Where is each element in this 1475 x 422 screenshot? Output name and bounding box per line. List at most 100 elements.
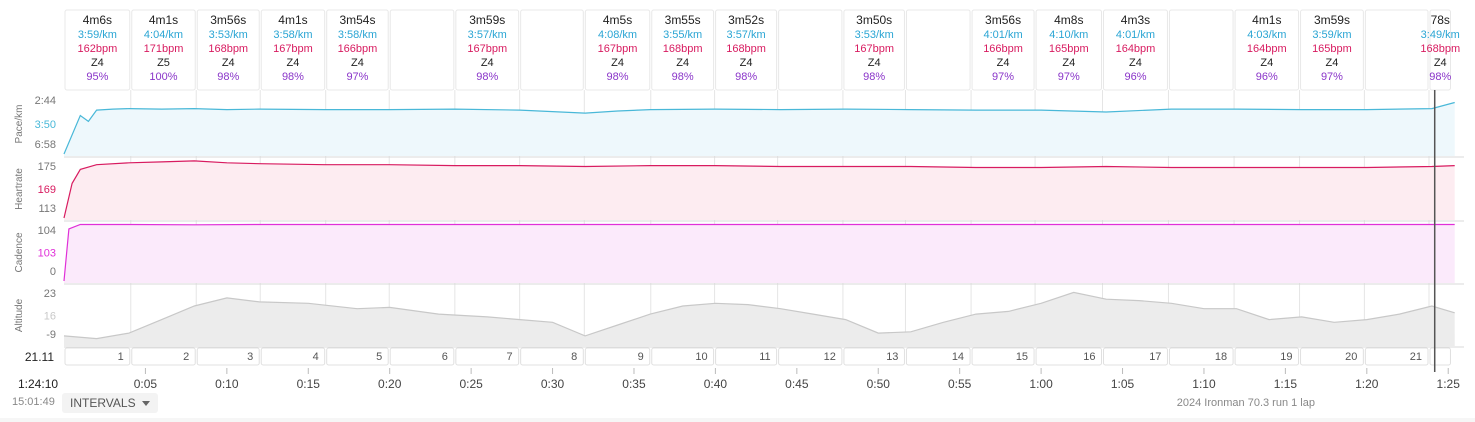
interval-pace: 3:57/km [727, 29, 766, 41]
interval-label-box[interactable] [389, 9, 455, 91]
interval-number-cell[interactable] [1102, 347, 1168, 366]
activity-title: 2024 Ironman 70.3 run 1 lap [1176, 397, 1315, 409]
interval-heartrate: 167bpm [598, 43, 638, 55]
interval-label-box[interactable] [1429, 9, 1451, 91]
interval-percent: 95% [86, 71, 108, 83]
panel-tick-3-0: 23 [44, 288, 56, 300]
time-axis-label: 0:50 [867, 377, 891, 391]
interval-number: 9 [638, 351, 644, 363]
interval-label-box[interactable] [455, 9, 520, 91]
time-axis-label: 0:30 [541, 377, 565, 391]
interval-heartrate: 164bpm [1116, 43, 1156, 55]
interval-number-cell[interactable] [715, 347, 778, 366]
heartrate-area [64, 160, 1455, 220]
interval-percent: 98% [1429, 71, 1451, 83]
interval-zone: Z4 [91, 57, 104, 69]
interval-number: 15 [1016, 351, 1028, 363]
interval-duration: 4m1s [278, 13, 307, 27]
interval-label-box[interactable] [584, 9, 651, 91]
interval-duration: 3m59s [1314, 13, 1350, 27]
interval-heartrate: 167bpm [273, 43, 313, 55]
interval-pace: 3:59/km [78, 29, 117, 41]
interval-label-box[interactable] [778, 9, 843, 91]
interval-heartrate: 167bpm [467, 43, 507, 55]
interval-label-box[interactable] [64, 9, 131, 91]
interval-number-cell[interactable] [1234, 347, 1300, 366]
cursor-time: 1:24:10 [18, 377, 59, 391]
panel-tick-3-1: 16 [44, 311, 56, 323]
interval-number-cell[interactable] [389, 347, 455, 366]
interval-duration: 3m56s [210, 13, 246, 27]
interval-number-cell[interactable] [1429, 347, 1451, 366]
interval-pace: 4:01/km [1116, 29, 1155, 41]
interval-number-cell[interactable] [1364, 347, 1429, 366]
interval-number-cell[interactable] [326, 347, 389, 366]
interval-label-box[interactable] [651, 9, 715, 91]
interval-label-box[interactable] [1035, 9, 1102, 91]
intervals-button-label: INTERVALS [70, 396, 136, 410]
interval-pace: 3:53/km [855, 29, 894, 41]
interval-percent: 98% [217, 71, 239, 83]
interval-number: 10 [695, 351, 707, 363]
interval-label-box[interactable] [1300, 9, 1364, 91]
interval-pace: 3:49/km [1421, 29, 1460, 41]
interval-number: 13 [886, 351, 898, 363]
interval-number-cell[interactable] [778, 347, 843, 366]
interval-number-cell[interactable] [905, 347, 971, 366]
interval-number-cell[interactable] [651, 347, 715, 366]
interval-label-box[interactable] [905, 9, 971, 91]
interval-number: 17 [1149, 351, 1161, 363]
time-axis-label: 1:25 [1437, 377, 1461, 391]
heartrate-line [63, 160, 1455, 219]
interval-number-cell[interactable] [1300, 347, 1364, 366]
interval-duration: 4m6s [83, 13, 112, 27]
interval-zone: Z4 [997, 57, 1010, 69]
pace-area [64, 102, 1455, 156]
interval-zone: Z4 [1434, 57, 1447, 69]
interval-label-box[interactable] [326, 9, 389, 91]
interval-pace: 4:01/km [984, 29, 1023, 41]
interval-label-box[interactable] [971, 9, 1035, 91]
interval-pace: 3:53/km [209, 29, 248, 41]
interval-label-box[interactable] [1102, 9, 1168, 91]
interval-label-box[interactable] [196, 9, 260, 91]
interval-label-box[interactable] [1234, 9, 1300, 91]
interval-percent: 100% [149, 71, 177, 83]
interval-pace: 4:08/km [598, 29, 637, 41]
pace-line [63, 101, 1455, 155]
interval-duration: 3m55s [665, 13, 701, 27]
interval-number-cell[interactable] [196, 347, 260, 366]
interval-percent: 96% [1124, 71, 1146, 83]
interval-zone: Z5 [157, 57, 170, 69]
interval-number: 19 [1280, 351, 1292, 363]
panel-tick-0-1: 3:50 [35, 119, 56, 131]
interval-number-cell[interactable] [131, 347, 196, 366]
interval-duration: 4m1s [1252, 13, 1281, 27]
interval-heartrate: 165bpm [1049, 43, 1089, 55]
interval-number-cell[interactable] [1035, 347, 1102, 366]
interval-number-cell[interactable] [260, 347, 326, 366]
interval-label-box[interactable] [1168, 9, 1234, 91]
interval-heartrate: 168bpm [663, 43, 703, 55]
interval-number-cell[interactable] [971, 347, 1035, 366]
interval-label-box[interactable] [843, 9, 905, 91]
interval-number-cell[interactable] [1168, 347, 1234, 366]
interval-number: 20 [1345, 351, 1357, 363]
interval-percent: 98% [672, 71, 694, 83]
interval-number-cell[interactable] [584, 347, 651, 366]
interval-label-box[interactable] [520, 9, 584, 91]
interval-number-cell[interactable] [520, 347, 584, 366]
interval-number-cell[interactable] [64, 347, 131, 366]
interval-heartrate: 168bpm [208, 43, 248, 55]
interval-zone: Z4 [868, 57, 881, 69]
interval-label-box[interactable] [1364, 9, 1429, 91]
interval-number-cell[interactable] [843, 347, 905, 366]
interval-label-box[interactable] [715, 9, 778, 91]
intervals-dropdown-button[interactable]: INTERVALS [62, 393, 158, 413]
interval-pace: 3:55/km [663, 29, 702, 41]
panel-tick-3-2: -9 [46, 329, 56, 341]
interval-number-cell[interactable] [455, 347, 520, 366]
interval-label-box[interactable] [260, 9, 326, 91]
interval-label-box[interactable] [131, 9, 196, 91]
